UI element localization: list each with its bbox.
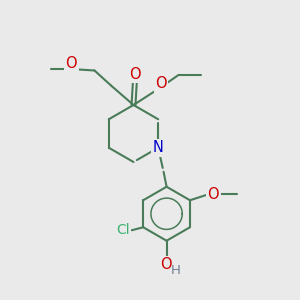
Text: O: O <box>129 67 141 82</box>
Text: H: H <box>171 264 181 277</box>
Text: O: O <box>160 257 172 272</box>
Text: O: O <box>208 187 219 202</box>
Text: O: O <box>155 76 166 91</box>
Text: O: O <box>66 56 77 71</box>
Text: Cl: Cl <box>116 223 130 237</box>
Text: N: N <box>153 140 164 155</box>
